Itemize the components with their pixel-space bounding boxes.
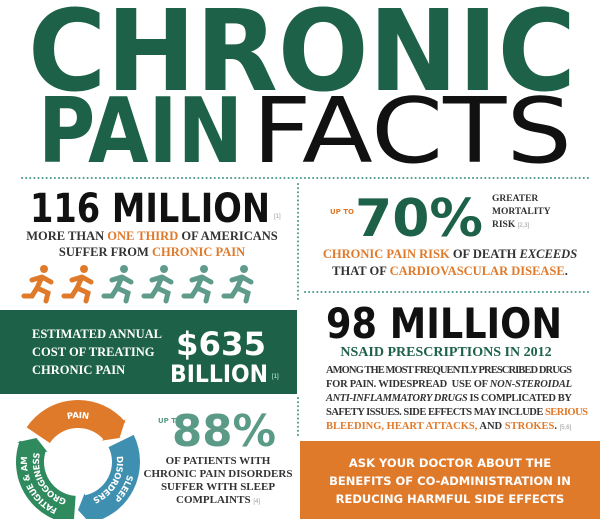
text: OF AMERICANS <box>178 229 278 243</box>
sleep-number: 88% <box>172 406 276 457</box>
body <box>21 274 54 304</box>
mortality-label: GREATER <box>492 194 538 204</box>
person-icon <box>221 265 254 304</box>
cycle-arc <box>83 434 140 519</box>
cycle-arc <box>16 440 77 519</box>
text: SUFFER FROM <box>59 245 152 259</box>
mortality-label: RISK [2,3] <box>492 220 530 230</box>
body <box>141 274 174 304</box>
mortality-line: CHRONIC PAIN RISK OF DEATH EXCEEDS <box>323 247 577 261</box>
title-pain: PAIN <box>38 79 243 184</box>
reference: [1] <box>272 374 279 380</box>
up-to: UP TO <box>158 417 182 425</box>
mortality-number: 70% <box>355 189 483 249</box>
text: RISK <box>492 220 516 230</box>
reference: [4] <box>253 499 260 505</box>
person-icon <box>101 265 134 304</box>
sleep-line: SUFFER WITH SLEEP <box>161 481 275 493</box>
head <box>40 265 48 273</box>
head <box>200 265 208 273</box>
americans-line: MORE THAN ONE THIRD OF AMERICANS <box>26 229 278 243</box>
body <box>181 274 214 304</box>
body <box>221 274 254 304</box>
cycle-arrowhead <box>101 419 126 441</box>
text: . <box>565 264 568 278</box>
paragraph-line: SAFETY ISSUES. SIDE EFFECTS MAY INCLUDE … <box>326 407 588 418</box>
title-chronic: CHRONIC <box>28 0 576 117</box>
paragraph-line: BLEEDING, HEART ATTACKS, AND STROKES. [5… <box>326 421 572 432</box>
sleep-line: OF PATIENTS WITH <box>166 455 271 467</box>
highlight: CHRONIC PAIN <box>152 245 245 259</box>
cost-amount: $635 <box>176 325 266 363</box>
title-facts: FACTS <box>252 79 572 184</box>
people-icons <box>21 265 254 304</box>
text: THAT OF <box>332 264 389 278</box>
cycle-arc <box>26 400 126 444</box>
cycle-arrowhead <box>17 438 48 453</box>
highlight: CARDIOVASCULAR DISEASE <box>390 264 565 278</box>
callout-line: ASK YOUR DOCTOR ABOUT THE <box>349 456 551 470</box>
person-icon <box>21 265 54 304</box>
text: AND <box>477 421 504 432</box>
highlight: SERIOUS <box>545 407 588 418</box>
highlight: BLEEDING, HEART ATTACKS, <box>326 421 478 432</box>
paragraph-line: AMONG THE MOST FREQUENTLY PRESCRIBED DRU… <box>326 365 572 376</box>
text: AMONG THE MOST FREQUENTLY PRESCRIBED DRU… <box>326 365 572 376</box>
reference: [5,6] <box>560 425 572 431</box>
americans-number: 116 MILLION <box>30 186 270 232</box>
reference: [1] <box>274 214 281 220</box>
highlight: ONE THIRD <box>107 229 178 243</box>
head <box>240 265 248 273</box>
cycle-label-text: PAIN <box>66 410 90 421</box>
emphasis: ANTI-INFLAMMATORY DRUGS <box>325 393 468 404</box>
reference: [2,3] <box>518 223 530 229</box>
callout-line: REDUCING HARMFUL SIDE EFFECTS <box>336 492 565 506</box>
cycle-label: PAIN <box>66 410 90 421</box>
emphasis: NON-STEROIDAL <box>489 379 572 390</box>
text: FOR PAIN. WIDESPREAD USE OF <box>326 379 490 390</box>
cost-unit: BILLION <box>170 360 268 388</box>
cycle-arrowhead <box>78 493 91 519</box>
text: IS COMPLICATED BY <box>467 393 572 404</box>
nsaid-number: 98 MILLION <box>326 299 562 348</box>
head <box>80 265 88 273</box>
sleep-line: COMPLAINTS [4] <box>176 494 260 506</box>
person-icon <box>61 265 94 304</box>
mortality-label: MORTALITY <box>492 207 551 217</box>
emphasis: EXCEEDS <box>519 247 578 261</box>
head <box>120 265 128 273</box>
text: MORE THAN <box>26 229 107 243</box>
mortality-line: THAT OF CARDIOVASCULAR DISEASE. <box>332 264 568 278</box>
text: SAFETY ISSUES. SIDE EFFECTS MAY INCLUDE <box>326 407 545 418</box>
cost-label: COST OF TREATING <box>32 345 155 359</box>
callout-box <box>300 441 600 519</box>
text: . <box>554 421 557 432</box>
paragraph-line: ANTI-INFLAMMATORY DRUGS IS COMPLICATED B… <box>325 393 572 404</box>
person-icon <box>141 265 174 304</box>
highlight: CHRONIC PAIN RISK <box>323 247 450 261</box>
text: COMPLAINTS <box>176 494 251 506</box>
up-to: UP TO <box>330 208 354 216</box>
head <box>160 265 168 273</box>
nsaid-paragraph: AMONG THE MOST FREQUENTLY PRESCRIBED DRU… <box>325 365 588 432</box>
americans-line: SUFFER FROM CHRONIC PAIN <box>59 245 245 259</box>
highlight: STROKES <box>505 421 555 432</box>
cost-label: CHRONIC PAIN <box>32 363 125 377</box>
callout-line: BENEFITS OF CO-ADMINISTRATION IN <box>329 474 571 488</box>
person-icon <box>181 265 214 304</box>
body <box>101 274 134 304</box>
sleep-line: CHRONIC PAIN DISORDERS <box>144 468 293 480</box>
paragraph-line: FOR PAIN. WIDESPREAD USE OF NON-STEROIDA… <box>326 379 572 390</box>
nsaid-subtitle: NSAID PRESCRIPTIONS IN 2012 <box>340 345 551 360</box>
cost-label: ESTIMATED ANNUAL <box>32 327 162 341</box>
cost-band <box>0 310 297 394</box>
text: OF DEATH <box>450 247 520 261</box>
body <box>61 274 94 304</box>
